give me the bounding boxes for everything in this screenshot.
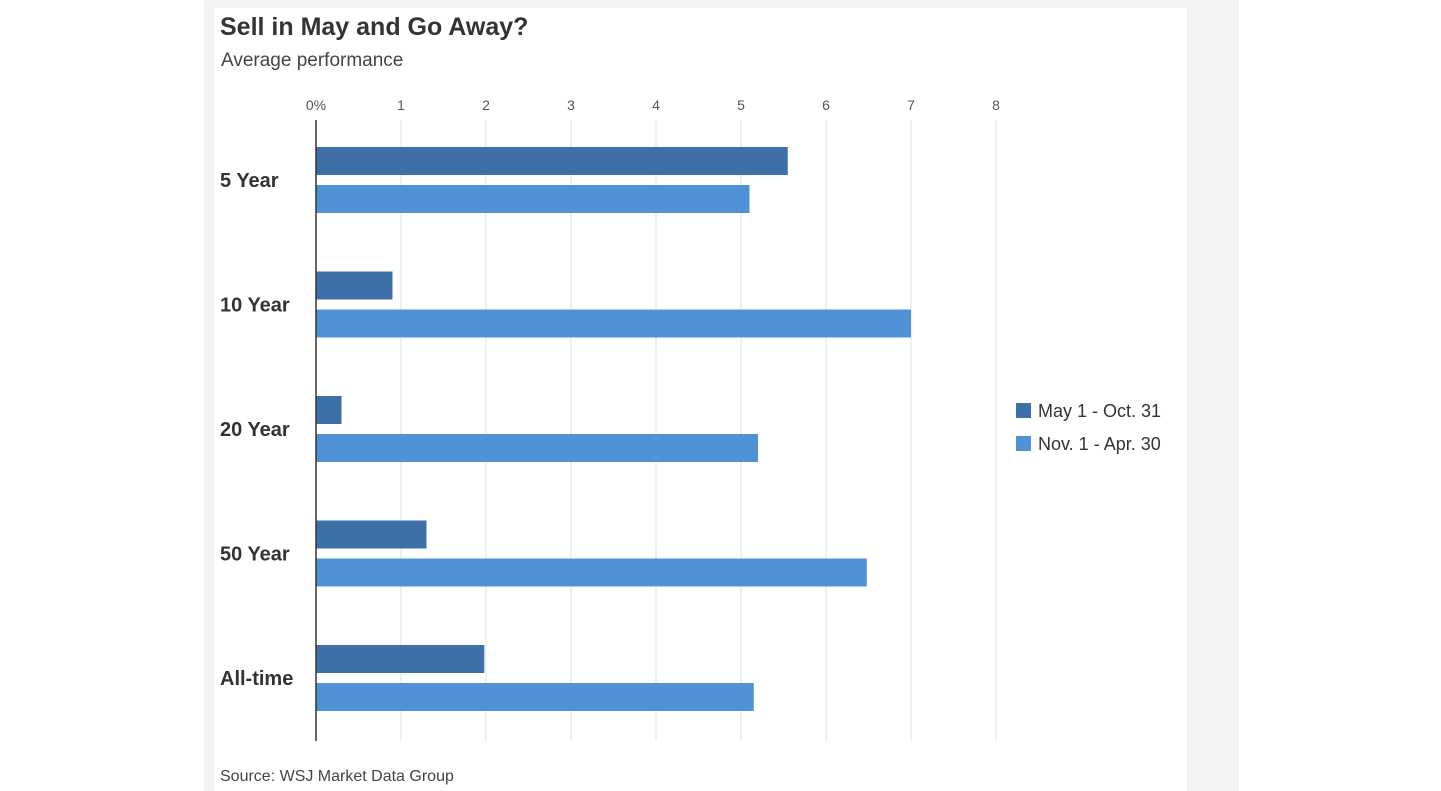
bars [316,147,911,711]
bar-nov-apr [316,558,867,587]
x-tick-label: 7 [907,97,915,113]
bar-may-oct [316,271,393,300]
legend-label: Nov. 1 - Apr. 30 [1038,434,1161,454]
bar-nov-apr [316,434,758,462]
x-tick-label: 2 [482,97,490,113]
bar-may-oct [316,147,788,175]
bar-nov-apr [316,309,911,338]
legend-swatch [1016,436,1031,451]
x-tick-label: 8 [992,97,1000,113]
x-tick-label: 0% [306,97,326,113]
x-tick-label: 5 [737,97,745,113]
category-label: 50 Year [220,544,290,566]
chart-title: Sell in May and Go Away? [220,13,528,41]
category-label: 20 Year [220,419,290,441]
bar-may-oct [316,645,485,673]
category-label: 10 Year [220,295,290,317]
chart-source: Source: WSJ Market Data Group [220,768,454,785]
x-tick-label: 6 [822,97,830,113]
x-tick-label: 4 [652,97,660,113]
gridlines [400,120,997,741]
chart-subtitle: Average performance [221,50,403,71]
legend: May 1 - Oct. 31 Nov. 1 - Apr. 30 [1016,401,1161,454]
legend-label: May 1 - Oct. 31 [1038,401,1161,421]
bar-nov-apr [316,185,750,213]
bar-nov-apr [316,683,754,711]
x-axis-ticks: 0% 1 2 3 4 5 6 7 8 [306,97,1000,113]
x-tick-label: 1 [397,97,405,113]
x-tick-label: 3 [567,97,575,113]
legend-swatch [1016,403,1031,418]
category-label: All-time [220,668,293,690]
bar-may-oct [316,396,342,424]
category-label: 5 Year [220,170,279,192]
bar-may-oct [316,520,427,549]
category-labels: 5 Year 10 Year 20 Year 50 Year All-time [220,170,293,690]
